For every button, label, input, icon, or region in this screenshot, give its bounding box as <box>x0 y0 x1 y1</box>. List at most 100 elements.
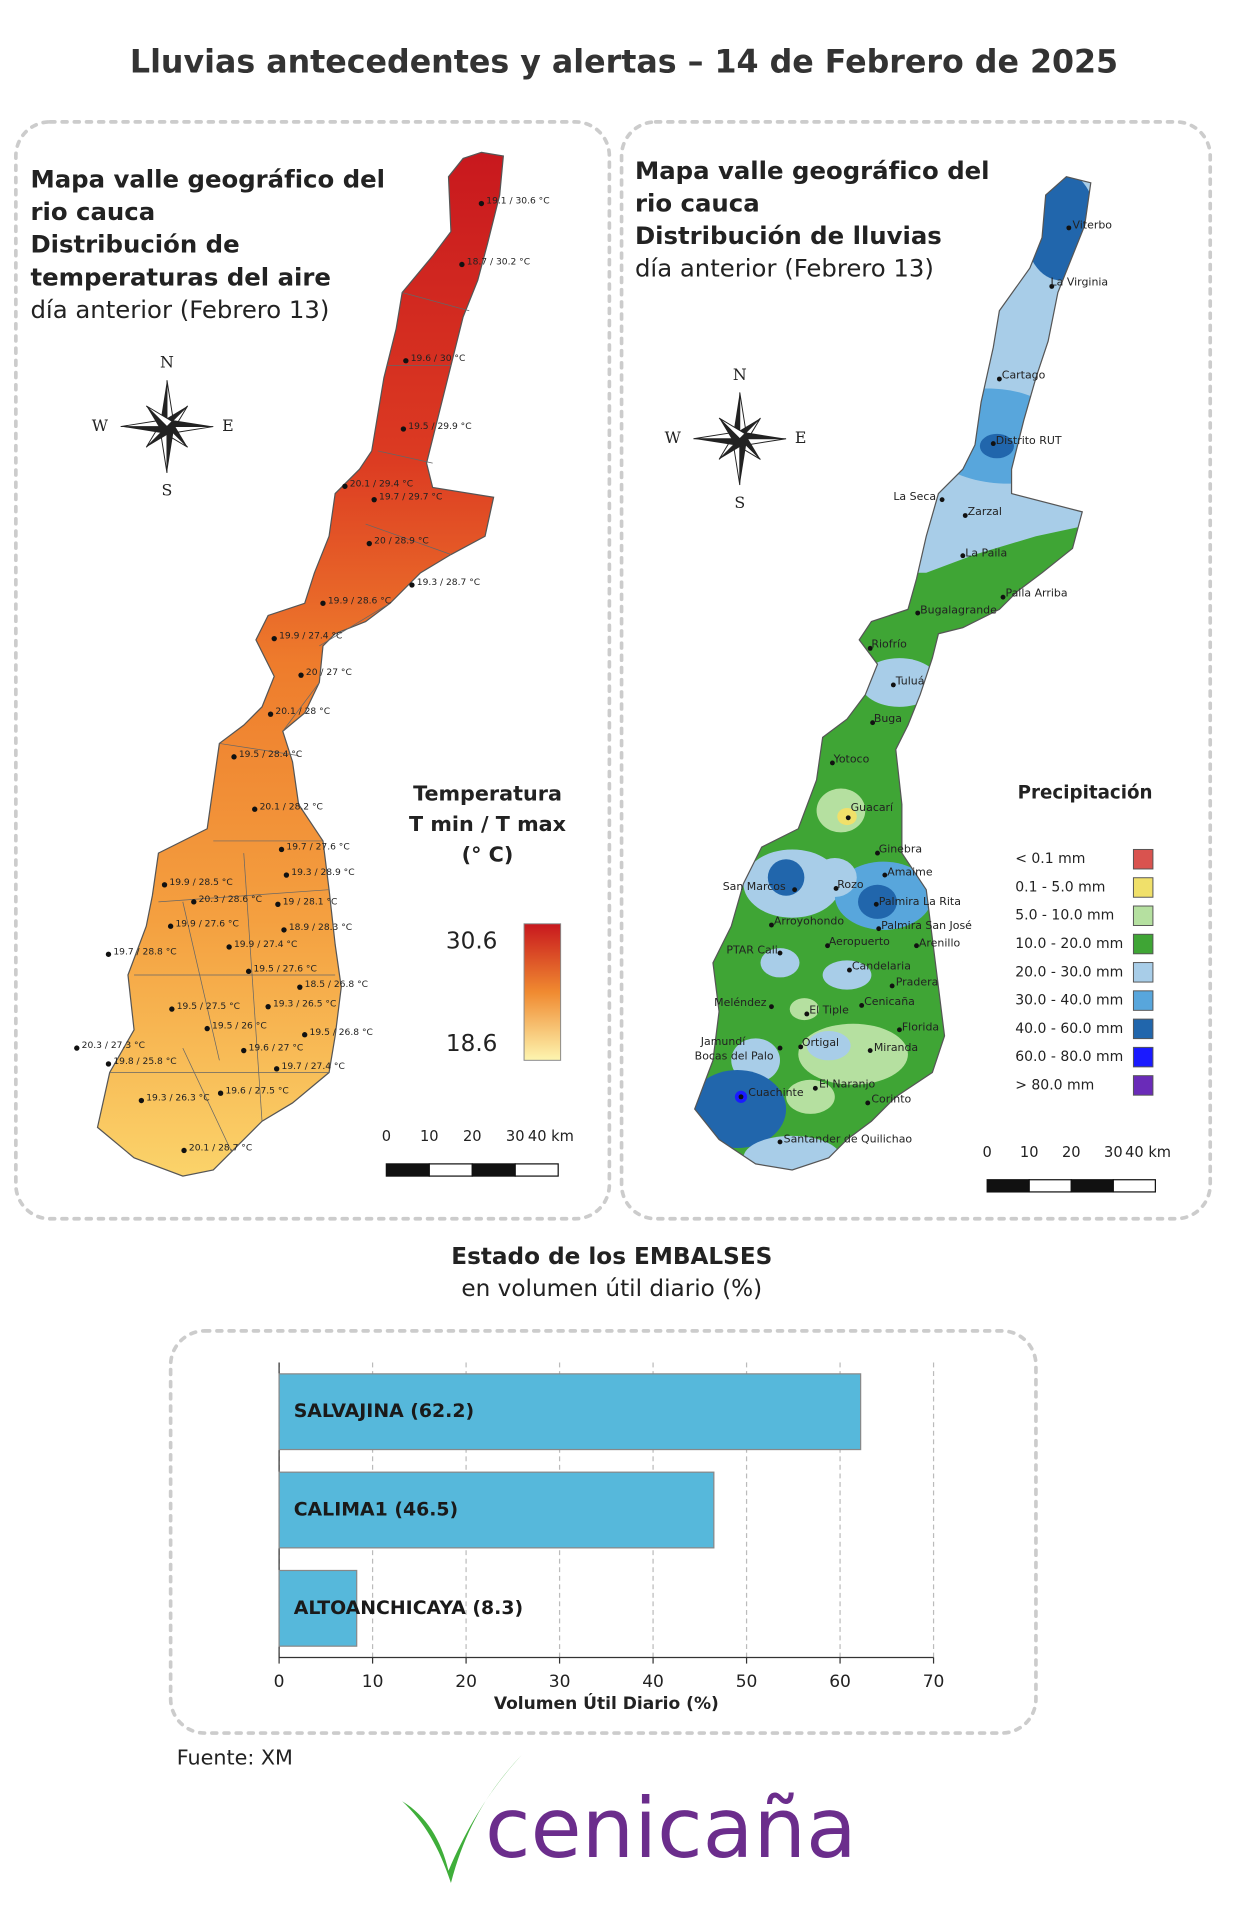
station-label: Cenicaña <box>864 995 915 1008</box>
scale-label: 0 <box>983 1144 992 1161</box>
legend-title: Temperatura <box>413 782 562 806</box>
station-label: Florida <box>902 1020 939 1033</box>
station-label: Zarzal <box>968 505 1002 518</box>
map-title: Distribución de <box>30 230 239 259</box>
station-dot <box>181 1147 187 1154</box>
station-dot <box>798 1044 804 1050</box>
scale-label: 20 <box>463 1128 482 1145</box>
station-label: 19.5 / 29.9 °C <box>408 422 471 432</box>
station-label: Corinto <box>871 1092 911 1105</box>
station-dot <box>278 846 285 853</box>
compass-letter: E <box>795 428 807 447</box>
station-dot <box>302 1032 308 1038</box>
x-tick-label: 0 <box>274 1672 285 1692</box>
station-dot <box>74 1045 80 1051</box>
voronoi-edge <box>158 889 330 903</box>
legend-swatch <box>1132 990 1154 1011</box>
station-dot <box>859 1003 865 1008</box>
scale-label: 40 km <box>1125 1144 1171 1161</box>
station-dot <box>890 682 896 688</box>
rainfall-panel <box>619 120 1213 1221</box>
scale-label: 20 <box>1062 1144 1081 1161</box>
station-dot <box>252 806 258 812</box>
compass-letter: E <box>222 416 234 435</box>
legend-label: 10.0 - 20.0 mm <box>1015 936 1123 952</box>
legend-label: > 80.0 mm <box>1015 1077 1094 1093</box>
station-dot <box>825 943 830 949</box>
station-dot <box>865 1100 871 1106</box>
map-title: rio cauca <box>635 188 760 217</box>
colorbar-label: 30.6 <box>446 929 498 955</box>
station-dot <box>275 901 281 907</box>
station-label: Bocas del Palo <box>695 1050 774 1063</box>
rain-zone <box>789 998 819 1021</box>
station-dot <box>896 1027 902 1033</box>
compass-point <box>145 405 173 428</box>
station-dot <box>409 582 415 588</box>
station-dot <box>226 944 232 950</box>
station-label: Aeropuerto <box>829 935 890 948</box>
station-dot <box>792 887 798 893</box>
station-dot <box>241 1047 247 1054</box>
station-dot <box>804 1011 810 1017</box>
page-title: Lluvias antecedentes y alertas – 14 de F… <box>130 44 1118 80</box>
station-label: 20.3 / 28.6 °C <box>199 895 262 905</box>
scale-segment <box>1070 1179 1114 1193</box>
legend-label: < 0.1 mm <box>1015 851 1085 867</box>
legend-label: 5.0 - 10.0 mm <box>1015 908 1114 924</box>
station-label: 19.9 / 27.4 °C <box>279 632 342 642</box>
compass-point <box>739 431 787 439</box>
station-label: 19.7 / 27.4 °C <box>282 1062 345 1072</box>
colorbar <box>523 923 562 1061</box>
station-dot <box>777 950 783 956</box>
station-label: PTAR Cali <box>726 944 777 957</box>
legend-label: 0.1 - 5.0 mm <box>1015 879 1105 895</box>
station-label: Yotoco <box>833 752 870 765</box>
station-label: 19.3 / 26.5 °C <box>273 1000 336 1010</box>
legend-swatch <box>1132 1018 1154 1040</box>
legend-swatch <box>1132 905 1154 926</box>
station-dot <box>281 927 287 933</box>
station-label: 19.7 / 27.6 °C <box>286 843 349 853</box>
station-label: Jamundí <box>700 1035 746 1048</box>
colorbar-label: 18.6 <box>446 1031 498 1057</box>
station-label: Paila Arriba <box>1005 587 1067 600</box>
legend-swatch <box>1132 933 1154 955</box>
station-label: 19.3 / 26.3 °C <box>146 1094 209 1104</box>
legend-label: 40.0 - 60.0 mm <box>1015 1021 1123 1037</box>
voronoi-edge <box>377 450 433 464</box>
map-title: Mapa valle geográfico del <box>635 156 990 185</box>
station-dot <box>105 951 112 957</box>
bar <box>278 1569 358 1647</box>
rain-zone <box>760 948 800 978</box>
map-title: Mapa valle geográfico del <box>30 164 385 193</box>
chart-subtitle: en volumen útil diario (%) <box>461 1276 762 1302</box>
bar-label: SALVAJINA (62.2) <box>294 1400 474 1422</box>
legend-swatch <box>1132 962 1154 983</box>
x-tick-label: 10 <box>362 1672 384 1692</box>
x-tick-label: 40 <box>642 1672 664 1692</box>
station-dot <box>217 1090 224 1096</box>
compass-point <box>166 426 175 473</box>
scale-segment <box>1028 1179 1072 1193</box>
station-dot <box>777 1045 783 1051</box>
station-dot <box>320 600 326 606</box>
station-dot <box>265 1003 271 1010</box>
station-dot <box>914 943 919 949</box>
station-dot <box>812 1085 818 1091</box>
station-dot <box>231 754 237 760</box>
scale-segment <box>471 1163 516 1177</box>
station-label: 19.7 / 29.7 °C <box>379 493 442 503</box>
map-title: rio cauca <box>30 197 155 226</box>
scale-label: 10 <box>1020 1144 1039 1161</box>
station-label: 18.9 / 28.3 °C <box>289 923 352 933</box>
compass <box>693 392 787 486</box>
station-dot <box>298 672 304 678</box>
station-label: 19.9 / 27.6 °C <box>176 919 239 929</box>
bar-label: CALIMA1 (46.5) <box>294 1499 458 1521</box>
station-dot <box>478 200 485 207</box>
station-dot <box>876 926 882 932</box>
rain-zone <box>857 884 897 919</box>
chart-title: Estado de los EMBALSES <box>451 1244 772 1270</box>
